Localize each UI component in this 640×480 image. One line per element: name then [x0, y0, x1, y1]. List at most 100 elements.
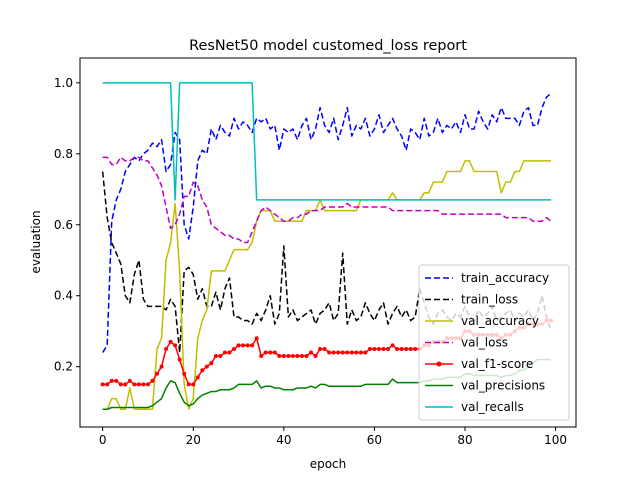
y-tick-label: 0.8	[54, 147, 73, 161]
data-point	[268, 350, 273, 355]
data-point	[127, 378, 132, 383]
data-point	[295, 354, 300, 359]
data-point	[173, 343, 178, 348]
data-point	[250, 343, 255, 348]
data-point	[349, 350, 354, 355]
legend-label: val_recalls	[461, 400, 524, 414]
data-point	[227, 350, 232, 355]
data-point	[123, 382, 128, 387]
data-point	[155, 371, 160, 376]
data-point	[263, 350, 268, 355]
y-tick-label: 0.2	[54, 360, 73, 374]
data-point	[408, 346, 413, 351]
data-point	[191, 382, 196, 387]
data-point	[177, 357, 182, 362]
data-point	[413, 346, 418, 351]
data-point	[313, 354, 318, 359]
y-tick-label: 0.4	[54, 289, 73, 303]
chart-title: ResNet50 model customed_loss report	[189, 38, 467, 54]
data-point	[340, 350, 345, 355]
data-point	[304, 354, 309, 359]
data-point	[222, 350, 227, 355]
data-point	[399, 346, 404, 351]
data-point	[105, 382, 110, 387]
data-point	[272, 350, 277, 355]
data-point	[232, 346, 237, 351]
data-point	[182, 371, 187, 376]
data-point	[345, 350, 350, 355]
legend-label: train_loss	[461, 293, 518, 307]
data-point	[136, 382, 141, 387]
data-point	[159, 364, 164, 369]
data-point	[218, 354, 223, 359]
data-point	[109, 378, 114, 383]
data-point	[363, 350, 368, 355]
y-ticks: 0.2 0.4 0.6 0.8 1.0	[54, 76, 80, 374]
data-point	[213, 354, 218, 359]
data-point	[100, 382, 105, 387]
x-tick-label: 40	[276, 433, 291, 447]
legend-box	[418, 264, 570, 421]
data-point	[281, 354, 286, 359]
data-point	[372, 346, 377, 351]
data-point	[236, 343, 241, 348]
data-point	[245, 343, 250, 348]
legend-label: val_accuracy	[461, 314, 539, 328]
data-point	[150, 378, 155, 383]
x-tick-label: 20	[186, 433, 201, 447]
y-axis-label: evaluation	[29, 210, 43, 273]
legend-label: val_loss	[461, 336, 508, 350]
data-point	[331, 350, 336, 355]
x-tick-label: 80	[457, 433, 472, 447]
data-point	[336, 350, 341, 355]
data-point	[186, 382, 191, 387]
legend-label: val_f1-score	[461, 357, 533, 371]
x-axis-label: epoch	[310, 457, 347, 471]
data-point	[354, 350, 359, 355]
series-line-val-accuracy	[102, 160, 552, 411]
data-point	[132, 382, 137, 387]
series-line-val-loss	[102, 156, 552, 244]
x-ticks: 0 20 40 60 80 100	[99, 427, 567, 447]
data-point	[145, 382, 150, 387]
data-point	[309, 350, 314, 355]
legend: train_accuracy train_loss val_accuracy val_…	[418, 264, 570, 421]
data-point	[254, 336, 259, 341]
data-point	[141, 382, 146, 387]
data-point	[381, 346, 386, 351]
data-point	[209, 361, 214, 366]
data-point	[390, 343, 395, 348]
axes-frame	[79, 57, 577, 428]
legend-label: val_precisions	[461, 379, 545, 393]
legend-marker	[436, 361, 442, 367]
data-point	[318, 346, 323, 351]
data-point	[386, 346, 391, 351]
data-point	[376, 346, 381, 351]
legend-label: train_accuracy	[461, 271, 549, 285]
data-point	[195, 375, 200, 380]
y-tick-label: 0.6	[54, 218, 73, 232]
data-point	[168, 339, 173, 344]
data-point	[204, 364, 209, 369]
data-point	[241, 343, 246, 348]
data-point	[358, 350, 363, 355]
x-tick-label: 100	[544, 433, 567, 447]
data-point	[114, 378, 119, 383]
data-point	[118, 382, 123, 387]
data-point	[404, 346, 409, 351]
x-tick-label: 60	[367, 433, 382, 447]
data-point	[367, 346, 372, 351]
y-tick-label: 1.0	[54, 76, 73, 90]
data-point	[395, 346, 400, 351]
data-point	[299, 354, 304, 359]
x-tick-label: 0	[99, 433, 107, 447]
data-point	[200, 368, 205, 373]
data-point	[290, 354, 295, 359]
data-point	[277, 354, 282, 359]
data-point	[286, 354, 291, 359]
data-point	[322, 346, 327, 351]
data-point	[259, 354, 264, 359]
series-line-val-recalls	[102, 82, 552, 201]
data-point	[164, 346, 169, 351]
